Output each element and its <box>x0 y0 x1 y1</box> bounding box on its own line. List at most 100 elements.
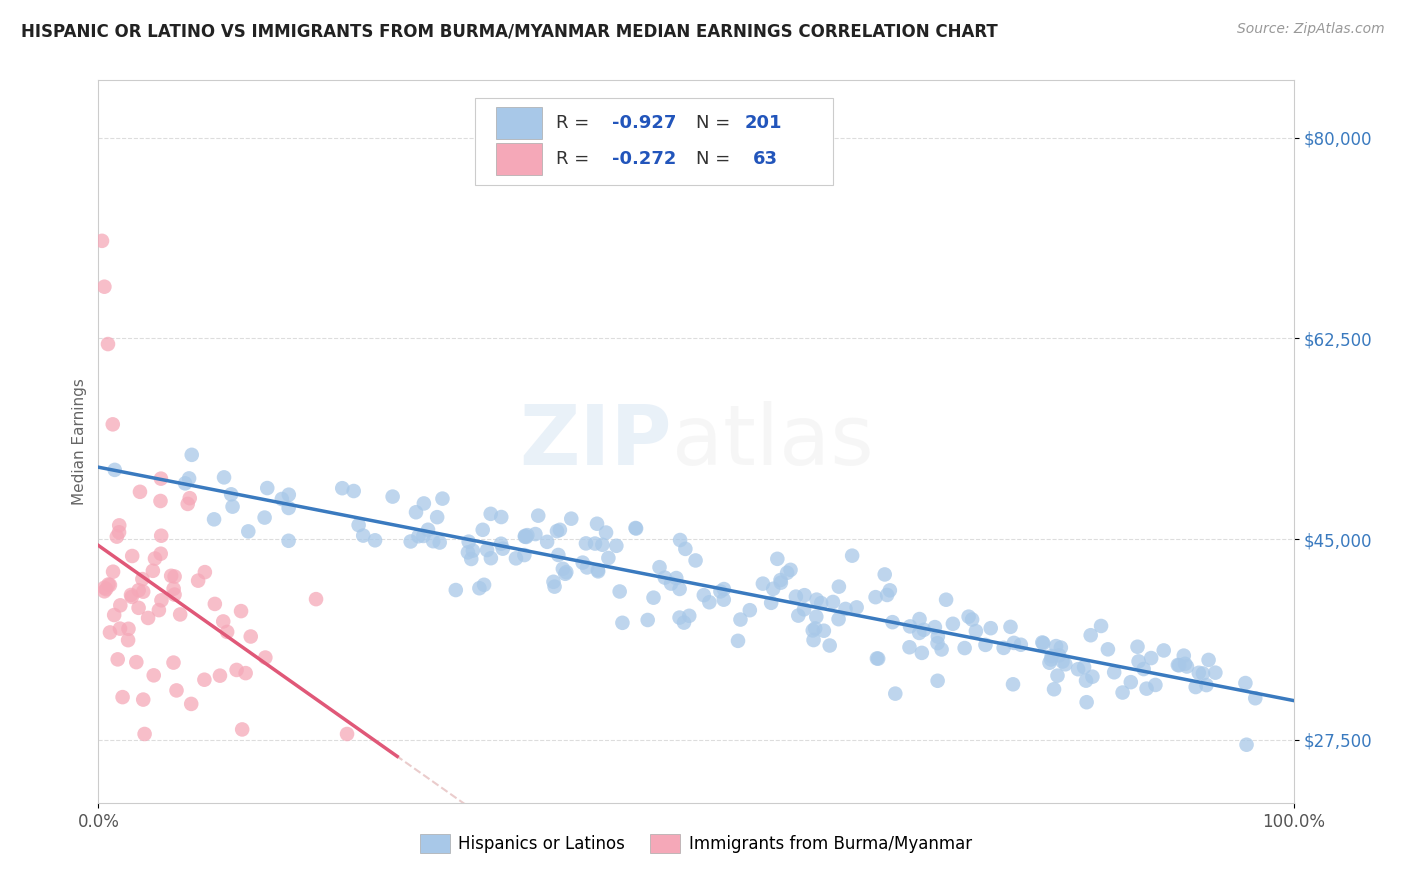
Point <box>150 593 173 607</box>
Point <box>166 683 188 698</box>
Point <box>865 590 887 604</box>
Point <box>1167 658 1189 673</box>
Point <box>208 668 231 682</box>
Point <box>1052 655 1074 669</box>
Point <box>149 547 172 561</box>
Point <box>125 655 148 669</box>
Point <box>336 727 359 741</box>
FancyBboxPatch shape <box>496 107 541 139</box>
Point <box>827 612 849 626</box>
Point <box>612 615 634 630</box>
Point <box>429 535 451 549</box>
Point <box>1038 656 1060 670</box>
Point <box>586 516 609 531</box>
Point <box>884 687 907 701</box>
Point <box>1119 675 1142 690</box>
Point <box>277 488 299 502</box>
Text: atlas: atlas <box>672 401 873 482</box>
Point <box>513 529 536 543</box>
Point <box>793 588 815 602</box>
Point <box>254 650 277 665</box>
Point <box>117 633 139 648</box>
FancyBboxPatch shape <box>496 143 541 175</box>
Point <box>810 596 832 610</box>
Point <box>1090 619 1112 633</box>
Point <box>624 521 647 535</box>
Point <box>219 487 242 501</box>
Point <box>1140 651 1163 665</box>
Point <box>669 533 692 547</box>
Point <box>828 580 851 594</box>
Point <box>330 481 353 495</box>
Point <box>818 639 841 653</box>
Point <box>980 621 1002 635</box>
Point <box>546 524 568 538</box>
Point <box>1132 662 1154 676</box>
Point <box>253 510 276 524</box>
Text: Source: ZipAtlas.com: Source: ZipAtlas.com <box>1237 22 1385 37</box>
Point <box>1244 691 1267 706</box>
Point <box>461 543 484 558</box>
Point <box>416 523 439 537</box>
Point <box>364 533 387 548</box>
Point <box>821 595 844 609</box>
Point <box>693 588 716 602</box>
Point <box>1040 652 1063 666</box>
Point <box>169 607 191 622</box>
Point <box>678 608 700 623</box>
Point <box>605 539 627 553</box>
Point <box>1054 657 1077 672</box>
Point <box>347 518 370 533</box>
Point <box>908 626 931 640</box>
Point <box>543 580 565 594</box>
Point <box>898 619 921 633</box>
Point <box>225 663 247 677</box>
Point <box>97 337 120 351</box>
Point <box>305 592 328 607</box>
Point <box>924 620 946 634</box>
Point <box>93 584 115 599</box>
Point <box>1188 665 1211 680</box>
Point <box>134 727 156 741</box>
Point <box>1173 648 1195 663</box>
Point <box>591 538 613 552</box>
Text: 63: 63 <box>754 150 779 168</box>
Point <box>1080 628 1102 642</box>
Point <box>543 574 565 589</box>
Point <box>1076 695 1098 709</box>
Point <box>868 651 890 665</box>
Point <box>793 602 815 616</box>
Point <box>128 583 150 598</box>
Point <box>779 563 801 577</box>
Point <box>162 582 184 596</box>
Point <box>471 523 494 537</box>
Point <box>813 624 835 638</box>
Point <box>101 565 124 579</box>
Point <box>149 472 172 486</box>
Point <box>575 560 598 574</box>
Point <box>460 552 482 566</box>
Point <box>457 534 479 549</box>
Point <box>120 588 142 602</box>
Point <box>149 494 172 508</box>
Point <box>536 534 558 549</box>
Point <box>598 551 620 566</box>
Point <box>132 584 155 599</box>
Point <box>91 234 114 248</box>
Point <box>866 651 889 665</box>
Text: HISPANIC OR LATINO VS IMMIGRANTS FROM BURMA/MYANMAR MEDIAN EARNINGS CORRELATION : HISPANIC OR LATINO VS IMMIGRANTS FROM BU… <box>21 22 998 40</box>
Text: ZIP: ZIP <box>520 401 672 482</box>
Point <box>132 692 155 706</box>
Point <box>444 582 467 597</box>
Point <box>931 642 953 657</box>
Point <box>412 496 434 510</box>
Point <box>571 556 593 570</box>
Point <box>873 567 896 582</box>
Point <box>108 518 131 533</box>
Point <box>174 476 197 491</box>
Point <box>96 582 118 596</box>
Point <box>713 592 735 607</box>
Point <box>974 638 997 652</box>
Point <box>98 625 121 640</box>
Point <box>1040 648 1063 663</box>
